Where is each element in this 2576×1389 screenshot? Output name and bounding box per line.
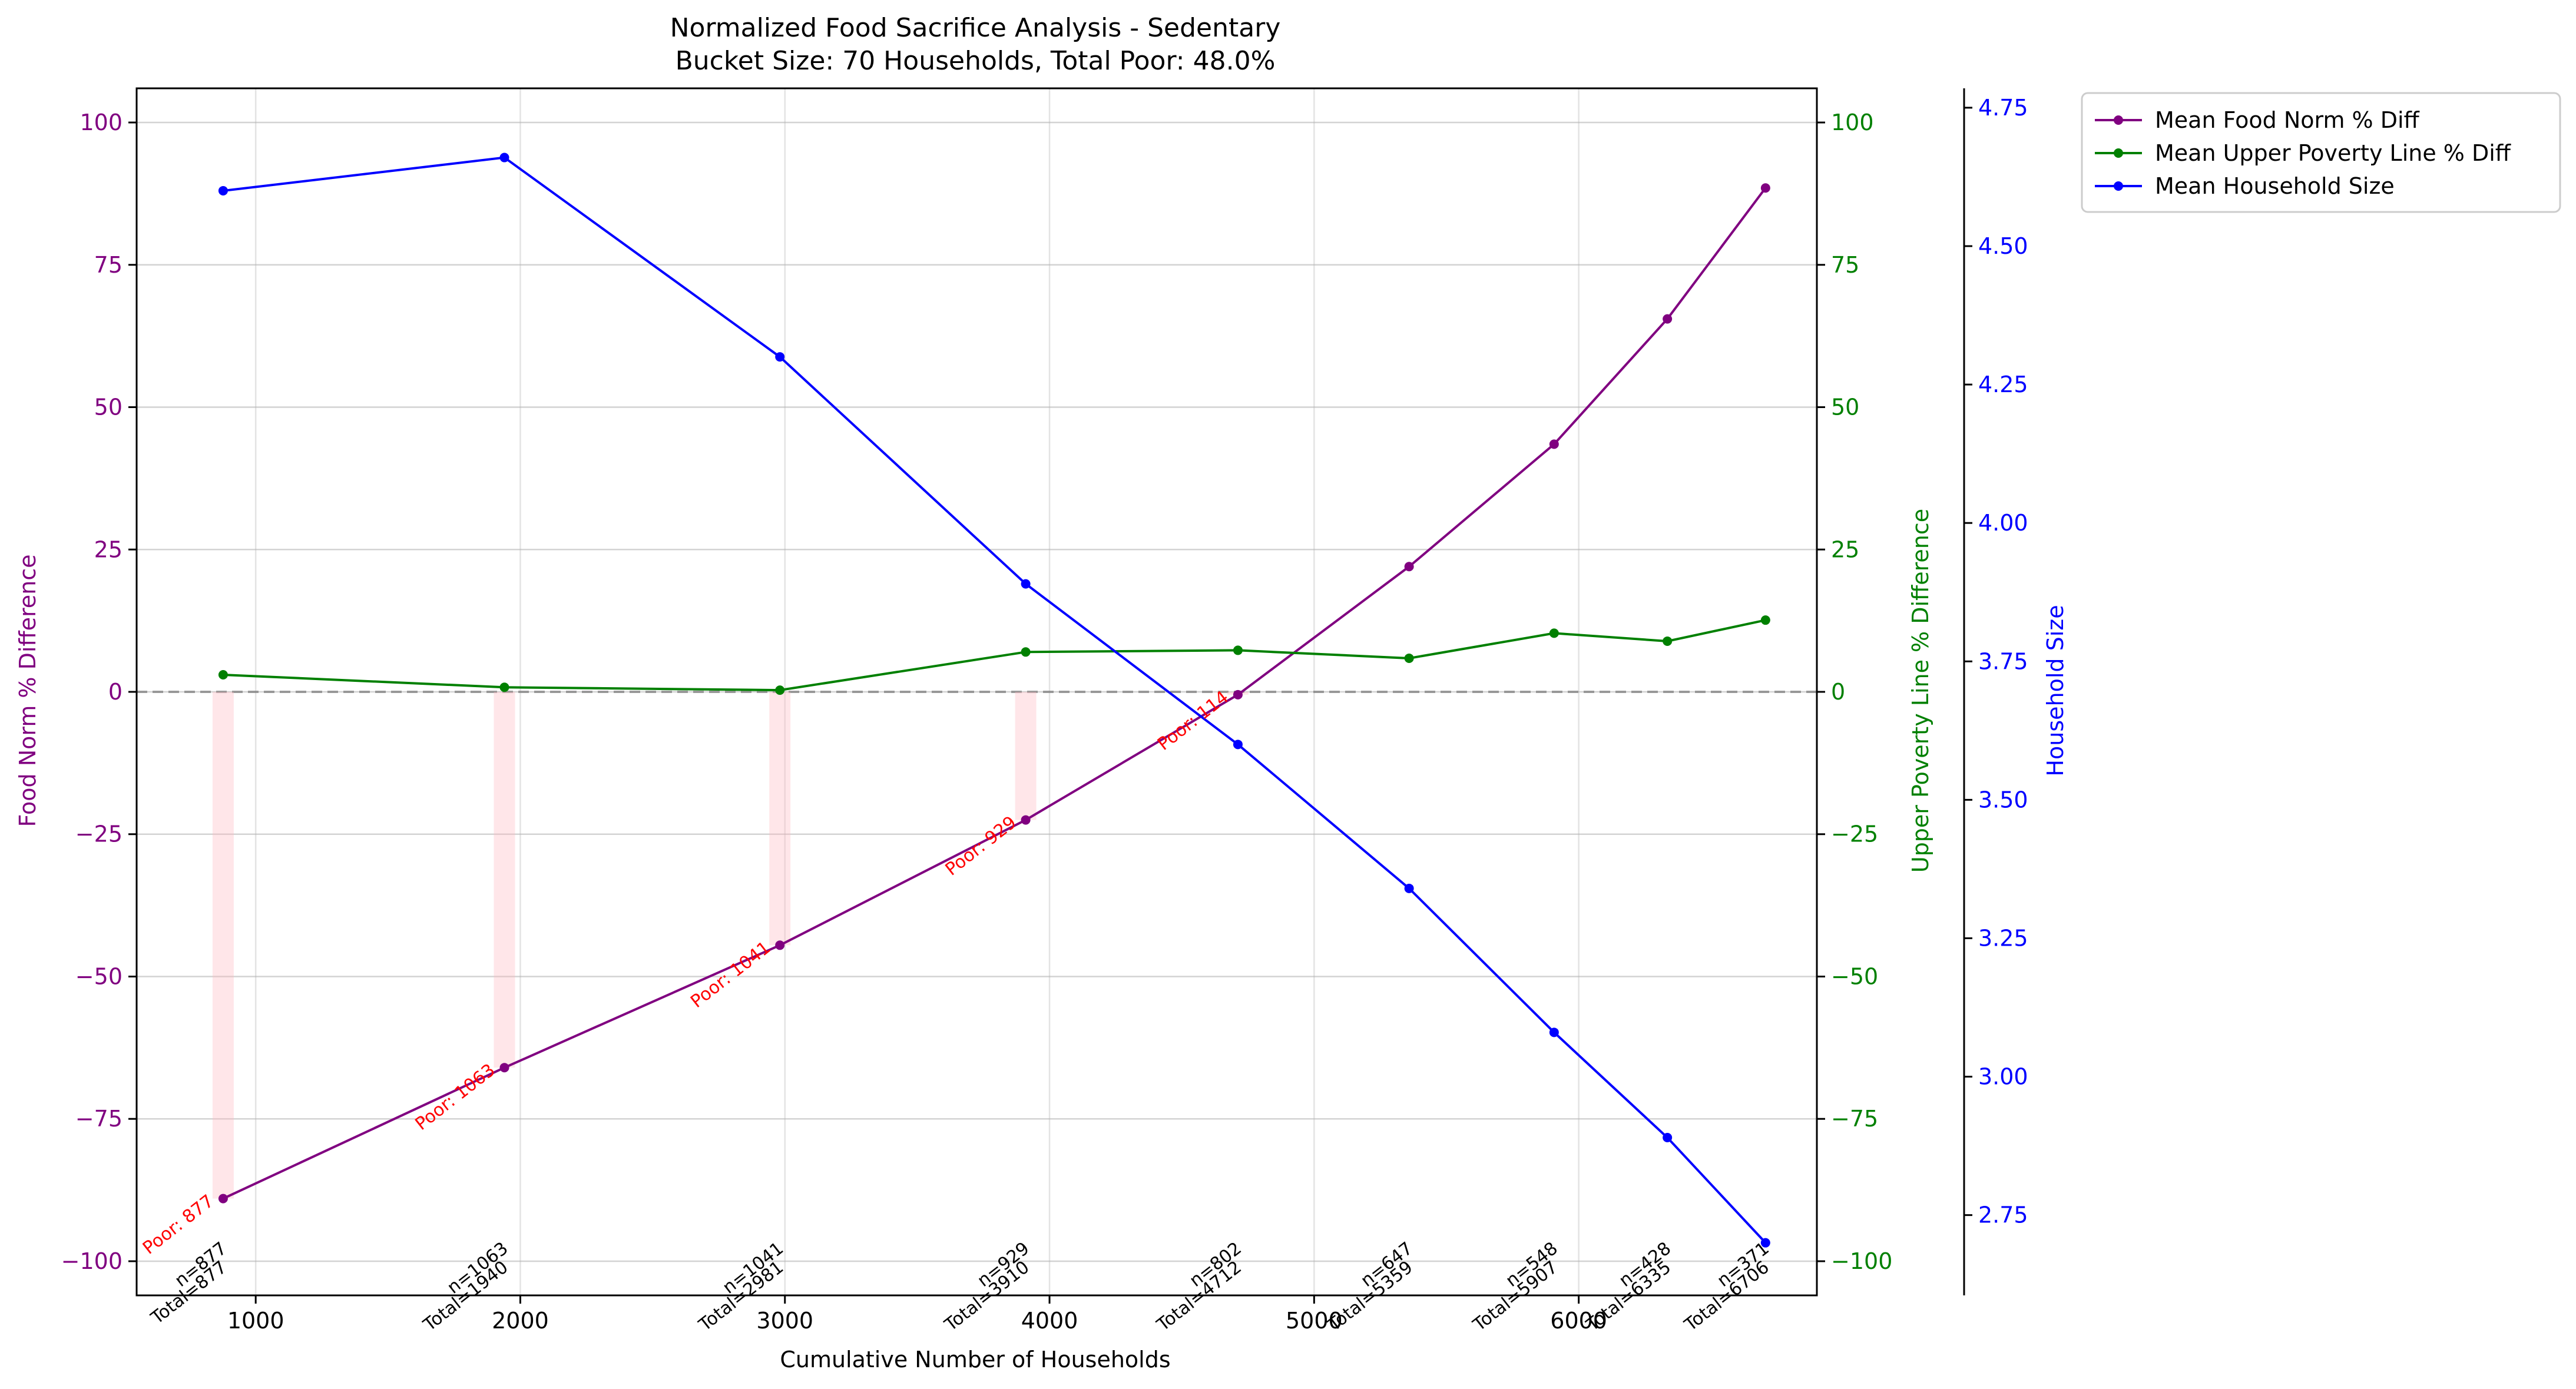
legend-entry-label: Mean Upper Poverty Line % Diff <box>2155 140 2511 166</box>
series-point-2 <box>1663 1132 1673 1142</box>
x-tick-label: 2000 <box>492 1308 549 1334</box>
y-tick-label-left: 25 <box>94 536 122 562</box>
series-line-0 <box>223 187 1767 1200</box>
series-point-1 <box>775 685 785 695</box>
series-point-1 <box>1663 636 1673 646</box>
y-tick-label-right: 50 <box>1831 395 1859 420</box>
y-tick-label-left: −50 <box>75 963 122 989</box>
y-tick-label-far-right: 4.00 <box>1978 510 2028 536</box>
series-point-1 <box>218 669 228 679</box>
series-point-2 <box>499 153 509 163</box>
poor-bars <box>212 692 1249 1199</box>
y-tick-label-left: −25 <box>75 821 122 847</box>
series-point-0 <box>218 1194 228 1204</box>
y-tick-label-left: 0 <box>108 679 122 705</box>
series-point-1 <box>1404 653 1414 663</box>
series-point-2 <box>1021 579 1031 589</box>
series-point-0 <box>1663 314 1673 324</box>
series-point-1 <box>1760 615 1770 625</box>
y-tick-label-left: −75 <box>75 1106 122 1132</box>
y-tick-label-right: 75 <box>1831 252 1859 278</box>
legend-frame <box>2081 92 2561 213</box>
series-point-0 <box>1760 183 1770 193</box>
poor-bar-label: Poor: 114 <box>1154 687 1233 755</box>
legend-marker <box>2114 181 2123 191</box>
chart-title: Normalized Food Sacrifice Analysis - Sed… <box>670 13 1281 43</box>
legend-entry-label: Mean Food Norm % Diff <box>2155 107 2420 133</box>
y-tick-label-right: −100 <box>1831 1248 1892 1274</box>
y-tick-label-far-right: 2.75 <box>1978 1202 2028 1228</box>
series-line-1 <box>223 619 1766 692</box>
series-point-0 <box>1233 689 1243 700</box>
y-axis-right-label: Upper Poverty Line % Difference <box>1908 509 1933 873</box>
y-tick-label-far-right: 3.75 <box>1978 648 2028 674</box>
series-point-1 <box>1233 645 1243 655</box>
series-point-2 <box>775 352 785 362</box>
series-point-0 <box>499 1063 509 1073</box>
y-axis-left-label: Food Norm % Difference <box>15 554 41 827</box>
y-tick-label-left: −100 <box>61 1248 122 1274</box>
x-tick-label: 1000 <box>227 1308 284 1334</box>
poor-bar <box>769 692 791 946</box>
series-point-0 <box>1404 562 1414 572</box>
y-tick-label-right: −50 <box>1831 963 1878 989</box>
x-tick-label: 5000 <box>1286 1308 1343 1334</box>
series-point-2 <box>1233 740 1243 750</box>
y-tick-label-right: −25 <box>1831 821 1878 847</box>
poor-bar-label: Poor: 929 <box>942 812 1021 880</box>
series-point-1 <box>1021 647 1031 657</box>
y-tick-label-far-right: 4.25 <box>1978 372 2028 397</box>
poor-bar-label: Poor: 1063 <box>412 1060 499 1135</box>
poor-bar <box>1015 692 1037 820</box>
y-tick-label-right: 0 <box>1831 679 1845 705</box>
legend-marker <box>2114 115 2123 125</box>
series-point-2 <box>1760 1238 1770 1248</box>
y-tick-label-far-right: 4.50 <box>1978 233 2028 259</box>
x-tick-label: 3000 <box>756 1308 813 1334</box>
x-tick-label: 6000 <box>1550 1308 1607 1334</box>
y-tick-label-far-right: 4.75 <box>1978 95 2028 121</box>
series-point-1 <box>499 682 509 692</box>
series-point-0 <box>775 940 785 950</box>
y-tick-label-left: 75 <box>94 252 122 278</box>
series-point-0 <box>1549 439 1559 449</box>
y-tick-label-right: 100 <box>1831 110 1874 135</box>
poor-bar <box>494 692 515 1068</box>
series-point-2 <box>218 185 228 195</box>
x-tick-label: 4000 <box>1021 1308 1078 1334</box>
legend-entry-label: Mean Household Size <box>2155 173 2395 199</box>
y-tick-label-left: 50 <box>94 395 122 420</box>
x-axis-label: Cumulative Number of Households <box>780 1347 1170 1373</box>
series-point-1 <box>1549 628 1559 638</box>
y-tick-label-left: 100 <box>80 110 122 135</box>
y-tick-label-far-right: 3.00 <box>1978 1064 2028 1090</box>
y-tick-label-right: −75 <box>1831 1106 1878 1132</box>
y-tick-label-far-right: 3.25 <box>1978 925 2028 951</box>
legend: Mean Food Norm % Diff Mean Upper Poverty … <box>2081 92 2561 213</box>
chart-subtitle: Bucket Size: 70 Households, Total Poor: … <box>676 46 1276 76</box>
series-lines <box>218 153 1770 1248</box>
grid-layer <box>137 88 1817 1295</box>
legend-marker <box>2114 148 2123 158</box>
y-tick-label-far-right: 3.50 <box>1978 787 2028 813</box>
series-line-2 <box>223 156 1767 1244</box>
series-point-2 <box>1404 883 1414 893</box>
axes: 1000 2000 3000 4000 5000 6000−100−75−50−25025… <box>61 87 2028 1334</box>
series-point-2 <box>1549 1027 1559 1037</box>
poor-bar-label: Poor: 1041 <box>687 937 774 1012</box>
poor-bar <box>212 692 234 1199</box>
series-point-0 <box>1021 815 1031 825</box>
y-tick-label-right: 25 <box>1831 536 1859 562</box>
y-axis-far-right-label: Household Size <box>2042 605 2068 776</box>
